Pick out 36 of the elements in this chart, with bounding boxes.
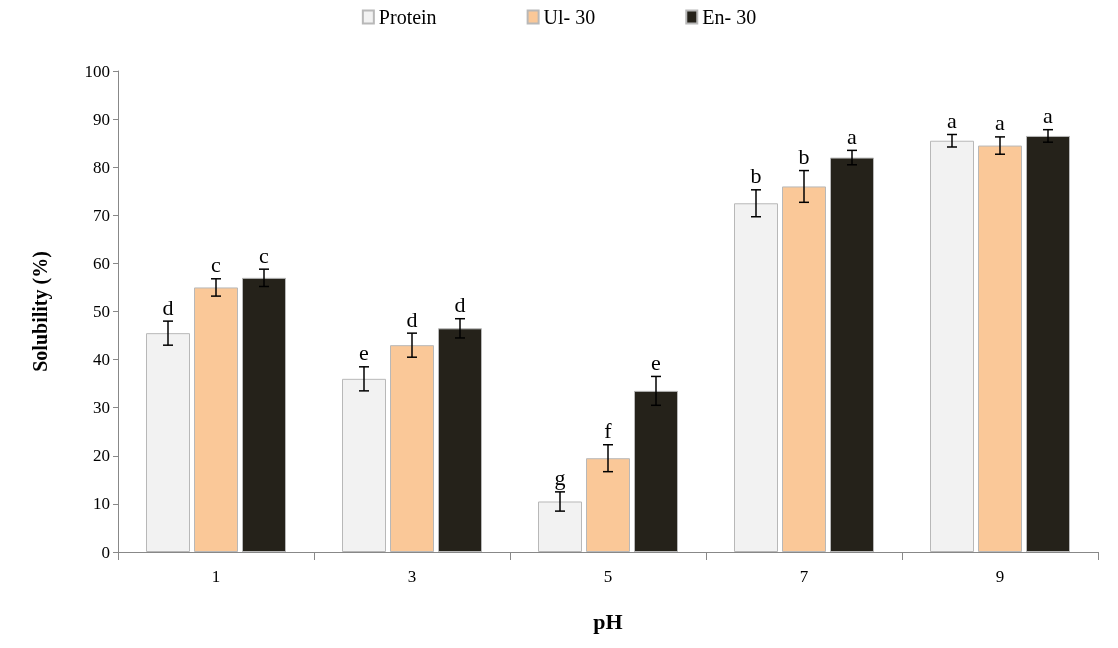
data-label: b: [750, 163, 762, 189]
y-tick-label: 0: [101, 542, 110, 562]
data-label: e: [651, 349, 661, 375]
x-tick-label: 5: [603, 567, 613, 586]
legend-label: En- 30: [702, 6, 757, 28]
data-label: a: [995, 110, 1006, 136]
data-label: c: [211, 252, 222, 278]
y-tick-label: 60: [93, 253, 110, 273]
data-label: b: [798, 144, 810, 170]
x-tick-label: 9: [995, 567, 1005, 586]
legend-label: Ul- 30: [543, 6, 596, 28]
x-tick-label: 7: [799, 567, 809, 586]
y-tick-label: 100: [84, 61, 110, 81]
data-label: d: [162, 294, 174, 320]
data-label: d: [406, 306, 418, 332]
y-tick-label: 80: [93, 157, 110, 177]
legend-label: Protein: [378, 6, 437, 28]
y-tick-label: 40: [93, 350, 110, 370]
x-tick-label: 1: [211, 567, 221, 586]
data-label: a: [847, 123, 858, 149]
y-tick-label: 10: [93, 494, 110, 514]
y-axis-title: Solubility (%): [29, 251, 52, 372]
y-tick-label: 90: [93, 109, 110, 129]
data-label: a: [947, 107, 958, 133]
data-label: d: [454, 292, 466, 318]
data-label: c: [259, 242, 270, 268]
data-label: a: [1043, 103, 1054, 129]
data-label: g: [554, 465, 566, 491]
data-label: e: [359, 340, 369, 366]
y-tick-label: 70: [93, 205, 110, 225]
y-tick-label: 20: [93, 446, 110, 466]
data-label: f: [604, 418, 613, 444]
x-tick-label: 3: [407, 567, 417, 586]
x-axis-title: pH: [593, 608, 623, 634]
y-tick-label: 30: [93, 398, 110, 418]
y-tick-label: 50: [93, 302, 110, 321]
